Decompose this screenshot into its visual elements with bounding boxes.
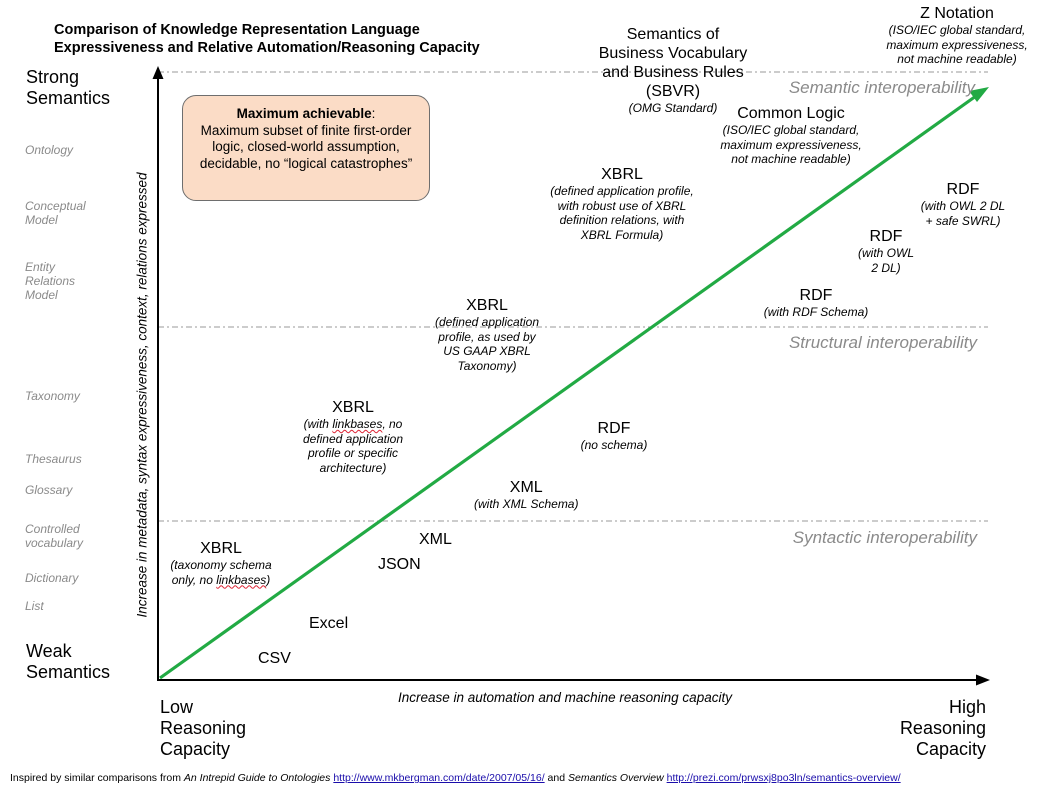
level-entity-relations-model: Entity Relations Model: [25, 260, 76, 302]
point-z-notation: Z Notation (ISO/IEC global standard, max…: [862, 4, 1052, 67]
level-thesaurus: Thesaurus: [25, 452, 82, 466]
level-conceptual-model: Conceptual Model: [25, 199, 86, 227]
source-2-title: Semantics Overview: [567, 772, 664, 784]
low-reasoning-label: Low Reasoning Capacity: [160, 697, 247, 759]
point-xbrl-usgaap: XBRL (defined application profile, as us…: [416, 296, 558, 373]
point-rdf-owl2: RDF (with OWL 2 DL): [843, 227, 929, 275]
point-rdf-swrl-desc: (with OWL 2 DL + safe SWRL): [920, 199, 1006, 228]
point-rdf-schema-name: RDF: [799, 287, 833, 304]
point-xbrl-linkbases-desc: (with linkbases, no defined application …: [302, 417, 404, 475]
point-z-notation-name: Z Notation: [920, 5, 994, 22]
level-glossary: Glossary: [25, 483, 73, 497]
trend-arrow-line: [159, 94, 977, 680]
point-json: JSON: [378, 556, 421, 573]
y-axis-title: Increase in metadata, syntax expressiven…: [134, 172, 150, 618]
point-xml-schema-name: XML: [509, 479, 543, 496]
point-excel: Excel: [309, 615, 349, 632]
source-1-title: An Intrepid Guide to Ontologies: [183, 772, 331, 784]
point-xbrl-formula: XBRL (defined application profile, with …: [532, 165, 712, 242]
point-xbrl-taxonomy-desc: (taxonomy schema only, no linkbases): [170, 558, 272, 587]
level-ontology: Ontology: [25, 143, 74, 157]
level-dictionary: Dictionary: [25, 571, 79, 585]
point-rdf-swrl-name: RDF: [946, 181, 980, 198]
structural-interoperability-label: Structural interoperability: [788, 333, 977, 352]
level-controlled-vocabulary: Controlled vocabulary: [25, 522, 84, 550]
source-1-link[interactable]: http://www.mkbergman.com/date/2007/05/16…: [333, 772, 545, 784]
point-rdf-schema: RDF (with RDF Schema): [748, 286, 884, 320]
level-list: List: [25, 599, 44, 613]
trend-arrowhead: [969, 87, 989, 102]
point-xbrl-linkbases-name: XBRL: [332, 399, 374, 416]
point-sbvr-desc: (OMG Standard): [628, 101, 718, 115]
x-axis-arrowhead: [976, 674, 990, 686]
point-common-logic-desc: (ISO/IEC global standard, maximum expres…: [720, 123, 862, 166]
point-rdf-swrl: RDF (with OWL 2 DL + safe SWRL): [908, 180, 1018, 228]
semantic-interoperability-label: Semantic interoperability: [788, 78, 975, 97]
point-common-logic: Common Logic (ISO/IEC global standard, m…: [696, 104, 886, 167]
syntactic-interoperability-label: Syntactic interoperability: [792, 528, 977, 547]
point-csv: CSV: [258, 650, 291, 667]
y-axis-arrowhead: [152, 66, 164, 79]
point-rdf-noschema-desc: (no schema): [580, 438, 648, 452]
point-sbvr-name: Semantics of Business Vocabulary and Bus…: [598, 26, 748, 100]
point-rdf-owl2-desc: (with OWL 2 DL): [857, 246, 914, 275]
point-xbrl-formula-name: XBRL: [601, 166, 643, 183]
point-xbrl-usgaap-name: XBRL: [466, 297, 508, 314]
point-rdf-owl2-name: RDF: [869, 228, 903, 245]
point-xbrl-formula-desc: (defined application profile, with robus…: [550, 184, 694, 242]
high-reasoning-label: High Reasoning Capacity: [899, 697, 986, 759]
point-xml-schema-desc: (with XML Schema): [474, 497, 579, 511]
point-rdf-schema-desc: (with RDF Schema): [763, 305, 869, 319]
callout-text: Maximum subset of finite first-order log…: [199, 122, 413, 171]
callout-heading: Maximum achievable: [236, 106, 372, 121]
point-rdf-noschema: RDF (no schema): [566, 419, 662, 453]
strong-semantics-label: Strong Semantics: [26, 67, 111, 108]
point-common-logic-name: Common Logic: [737, 105, 845, 122]
maximum-achievable-callout: Maximum achievable: Maximum subset of fi…: [182, 95, 430, 201]
diagram-title: Comparison of Knowledge Representation L…: [54, 22, 480, 56]
level-taxonomy: Taxonomy: [25, 389, 80, 403]
point-xml-schema: XML (with XML Schema): [474, 478, 578, 512]
point-xbrl-linkbases: XBRL (with linkbases, no defined applica…: [283, 398, 423, 475]
point-xbrl-taxonomy: XBRL (taxonomy schema only, no linkbases…: [161, 539, 281, 587]
source-2-link[interactable]: http://prezi.com/prwsxj8po3ln/semantics-…: [666, 772, 901, 784]
point-z-notation-desc: (ISO/IEC global standard, maximum expres…: [886, 23, 1028, 66]
point-xbrl-taxonomy-name: XBRL: [200, 540, 242, 557]
point-xml: XML: [419, 531, 452, 548]
x-axis-title: Increase in automation and machine reaso…: [398, 690, 732, 705]
point-xbrl-usgaap-desc: (defined application profile, as used by…: [434, 315, 540, 373]
weak-semantics-label: Weak Semantics: [26, 641, 111, 682]
footer-attribution: Inspired by similar comparisons from An …: [10, 772, 901, 784]
point-sbvr: Semantics of Business Vocabulary and Bus…: [578, 25, 768, 116]
point-rdf-noschema-name: RDF: [597, 420, 631, 437]
